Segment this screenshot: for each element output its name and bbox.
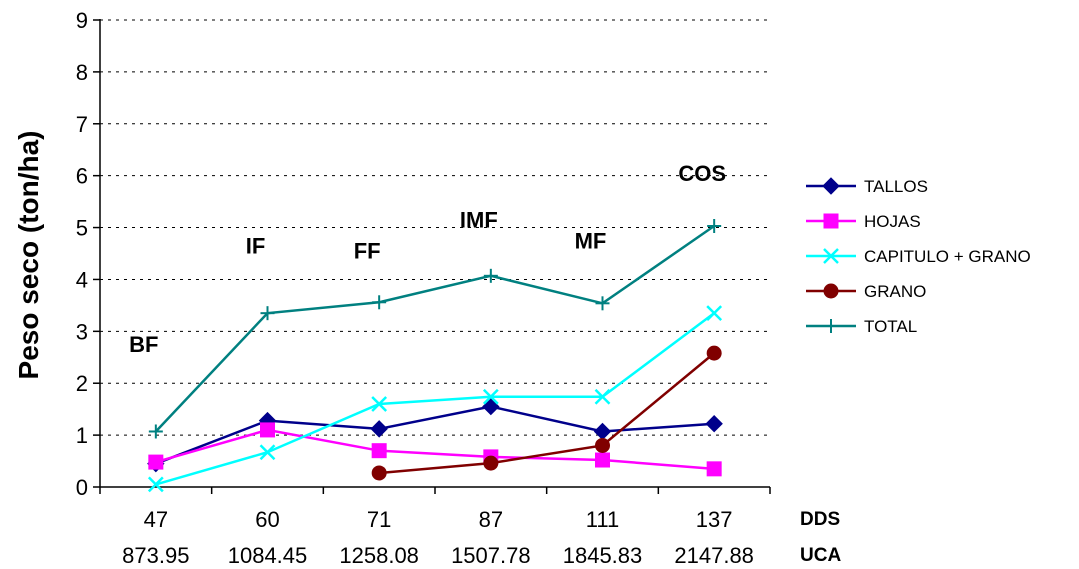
y-tick-label: 6 xyxy=(76,164,88,189)
data-point-capitulo-grano xyxy=(706,305,723,322)
legend-label: GRANO xyxy=(864,282,926,301)
y-tick-labels: 0 1 2 3 4 5 6 7 8 9 xyxy=(76,8,88,500)
axes xyxy=(93,19,771,494)
x-tick-label-uca: 1084.45 xyxy=(228,543,308,568)
y-tick-label: 8 xyxy=(76,60,88,85)
data-point-capitulo-grano xyxy=(371,396,388,412)
legend-marker xyxy=(823,248,839,264)
stage-label: IMF xyxy=(460,208,498,233)
y-tick-label: 5 xyxy=(76,216,88,241)
legend-marker xyxy=(823,213,839,229)
legend-marker xyxy=(824,319,838,333)
series-line-total xyxy=(154,224,715,433)
data-point-total xyxy=(483,268,498,283)
y-axis-label: Peso seco (ton/ha) xyxy=(13,131,44,380)
x-tick-label-dds: 71 xyxy=(367,507,391,532)
x-tick-label-dds: 137 xyxy=(696,507,733,532)
data-point-grano xyxy=(595,437,610,453)
series-line-capitulo-grano xyxy=(155,312,715,486)
data-point-hojas xyxy=(706,461,722,477)
data-point-grano xyxy=(706,345,722,361)
data-point-hojas xyxy=(595,452,610,468)
x-tick-label-uca: 873.95 xyxy=(122,543,189,568)
series-grano xyxy=(371,345,722,481)
data-point-hojas xyxy=(260,422,275,438)
data-point-capitulo-grano xyxy=(482,388,499,405)
series-hojas xyxy=(148,422,722,477)
stage-labels: BF IF FF IMF MF COS xyxy=(129,161,726,357)
series-line-hojas xyxy=(155,428,715,471)
stage-label: FF xyxy=(354,239,381,264)
y-tick-label: 7 xyxy=(76,112,88,137)
data-point-hojas xyxy=(148,454,164,470)
y-tick-label: 4 xyxy=(76,267,88,292)
data-point-capitulo-grano xyxy=(147,476,164,493)
x-tick-label-uca: 1845.83 xyxy=(563,543,643,568)
stage-label: IF xyxy=(246,234,266,259)
x-tick-label-dds: 87 xyxy=(479,507,503,532)
x-tick-label-uca: 1258.08 xyxy=(339,543,419,568)
series-line-grano xyxy=(379,352,715,475)
series-total xyxy=(148,218,722,439)
y-tick-label: 9 xyxy=(76,8,88,33)
x-tick-label-dds: 111 xyxy=(586,507,619,532)
data-point-tallos xyxy=(705,414,723,433)
legend-marker xyxy=(822,177,840,195)
legend: TALLOS HOJAS CAPITULO + GRANO GRANO TOTAL xyxy=(806,177,1031,336)
x-row-label-dds: DDS xyxy=(800,509,840,530)
series-layer xyxy=(147,218,723,493)
x-tick-labels: 47 873.95 60 1084.45 71 1258.08 87 1507.78 111 18… xyxy=(122,507,754,568)
data-point-total xyxy=(707,218,722,233)
grid-lines xyxy=(100,19,770,436)
legend-item: HOJAS xyxy=(806,212,921,231)
data-point-tallos xyxy=(482,397,500,416)
data-point-capitulo-grano xyxy=(259,444,276,461)
data-point-capitulo-grano xyxy=(594,388,611,405)
legend-item: TOTAL xyxy=(806,317,917,336)
x-tick-label-uca: 2147.88 xyxy=(674,543,754,568)
stage-label: COS xyxy=(678,161,726,186)
data-point-grano xyxy=(483,455,499,471)
y-tick-label: 3 xyxy=(76,319,88,344)
legend-item: CAPITULO + GRANO xyxy=(806,247,1031,266)
legend-marker xyxy=(823,283,839,299)
x-tick-label-dds: 60 xyxy=(255,507,279,532)
data-point-grano xyxy=(371,465,387,481)
data-point-tallos xyxy=(370,420,388,438)
x-row-label-uca: UCA xyxy=(800,545,841,566)
legend-label: CAPITULO + GRANO xyxy=(864,247,1031,266)
data-point-tallos xyxy=(593,422,612,441)
x-tick-label-dds: 47 xyxy=(144,507,168,532)
stage-label: BF xyxy=(129,332,158,357)
y-tick-label: 1 xyxy=(76,423,88,448)
data-point-total xyxy=(260,306,275,321)
stage-label: MF xyxy=(575,228,607,253)
series-capitulo-grano xyxy=(147,305,723,493)
data-point-total xyxy=(148,424,163,439)
legend-item: TALLOS xyxy=(806,177,928,196)
y-tick-label: 2 xyxy=(76,371,88,396)
y-tick-label: 0 xyxy=(76,475,88,500)
legend-item: GRANO xyxy=(806,282,926,301)
data-point-total xyxy=(372,295,387,310)
legend-label: TOTAL xyxy=(864,317,917,336)
x-tick-label-uca: 1507.78 xyxy=(451,543,531,568)
data-point-total xyxy=(595,296,610,311)
legend-label: HOJAS xyxy=(864,212,921,231)
data-point-hojas xyxy=(371,443,387,459)
legend-label: TALLOS xyxy=(864,177,928,196)
